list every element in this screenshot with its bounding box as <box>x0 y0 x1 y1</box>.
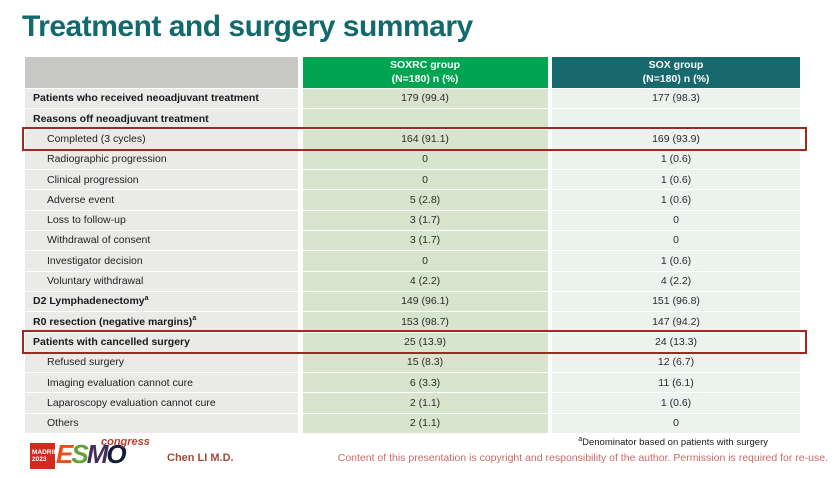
row-label: Investigator decision <box>25 251 298 271</box>
row-label: R0 resection (negative margins) a <box>25 312 298 332</box>
soxrc-value: 6 (3.3) <box>302 373 548 393</box>
soxrc-value: 0 <box>302 170 548 190</box>
copyright-notice: Content of this presentation is copyrigh… <box>337 452 828 464</box>
sox-value: 11 (6.1) <box>552 373 800 393</box>
table-row: R0 resection (negative margins) a 153 (98… <box>25 312 800 332</box>
row-label: Loss to follow-up <box>25 210 298 231</box>
row-label: Clinical progression <box>25 170 298 190</box>
table-row: Others 2 (1.1) 0 <box>25 413 800 434</box>
table-row: Completed (3 cycles) 164 (91.1) 169 (93.… <box>22 127 807 152</box>
esmo-letter-o: O <box>106 439 126 469</box>
table-row: Investigator decision 0 1 (0.6) <box>25 251 800 271</box>
sox-value: 1 (0.6) <box>552 190 800 210</box>
table-row: D2 Lymphadenectomy a 149 (96.1) 151 (96.8… <box>25 291 800 312</box>
sox-value: 4 (2.2) <box>552 271 800 291</box>
year-label: 2023 <box>32 456 47 463</box>
table-row: Radiographic progression 0 1 (0.6) <box>25 149 800 170</box>
sox-value: 169 (93.9) <box>552 129 800 149</box>
row-label: Imaging evaluation cannot cure <box>25 373 298 393</box>
sox-value: 1 (0.6) <box>552 393 800 413</box>
header-sox-sublabel: (N=180) n (%) <box>642 72 710 85</box>
sox-value: 151 (96.8) <box>552 291 800 312</box>
soxrc-value: 5 (2.8) <box>302 190 548 210</box>
table-row: Laparoscopy evaluation cannot cure 2 (1.… <box>25 393 800 413</box>
soxrc-value: 4 (2.2) <box>302 271 548 291</box>
soxrc-value: 15 (8.3) <box>302 352 548 373</box>
header-soxrc-label: SOXRC group <box>390 58 460 71</box>
treatment-summary-table: SOXRC group (N=180) n (%) SOX group (N=1… <box>22 57 807 434</box>
sox-value: 1 (0.6) <box>552 251 800 271</box>
soxrc-value: 0 <box>302 251 548 271</box>
header-soxrc-sublabel: (N=180) n (%) <box>391 72 459 85</box>
sox-value: 0 <box>552 413 800 434</box>
esmo-letter-s: S <box>71 439 88 469</box>
table-row: Clinical progression 0 1 (0.6) <box>25 170 800 190</box>
table-row: Refused surgery 15 (8.3) 12 (6.7) <box>25 352 800 373</box>
table-row: Voluntary withdrawal 4 (2.2) 4 (2.2) <box>25 271 800 291</box>
soxrc-value: 3 (1.7) <box>302 210 548 231</box>
soxrc-value: 179 (99.4) <box>302 89 548 109</box>
header-sox-group: SOX group (N=180) n (%) <box>552 57 800 88</box>
row-label: Patients who received neoadjuvant treatm… <box>25 89 298 109</box>
table-header-row: SOXRC group (N=180) n (%) SOX group (N=1… <box>25 57 800 88</box>
sox-value: 177 (98.3) <box>552 89 800 109</box>
soxrc-value: 149 (96.1) <box>302 291 548 312</box>
row-label: Withdrawal of consent <box>25 231 298 251</box>
row-label: Radiographic progression <box>25 149 298 170</box>
row-label: Completed (3 cycles) <box>25 129 298 149</box>
table-row: Patients who received neoadjuvant treatm… <box>25 89 800 109</box>
header-empty-cell <box>25 57 298 88</box>
row-label: Refused surgery <box>25 352 298 373</box>
table-footnote: aDenominator based on patients with surg… <box>578 436 768 448</box>
soxrc-value <box>302 109 548 129</box>
sox-value: 147 (94.2) <box>552 312 800 332</box>
sox-value: 1 (0.6) <box>552 149 800 170</box>
slide-title: Treatment and surgery summary <box>22 10 473 43</box>
row-label: Others <box>25 413 298 434</box>
soxrc-value: 25 (13.9) <box>302 332 548 352</box>
soxrc-value: 0 <box>302 149 548 170</box>
author-name: Chen LI M.D. <box>167 452 234 464</box>
sox-value: 0 <box>552 210 800 231</box>
header-soxrc-group: SOXRC group (N=180) n (%) <box>302 57 548 88</box>
sox-value: 1 (0.6) <box>552 170 800 190</box>
sox-value: 24 (13.3) <box>552 332 800 352</box>
table-row: Loss to follow-up 3 (1.7) 0 <box>25 210 800 231</box>
esmo-letter-e: E <box>56 439 73 469</box>
footnote-superscript: a <box>578 436 583 443</box>
table-row: Adverse event 5 (2.8) 1 (0.6) <box>25 190 800 210</box>
footnote-text: Denominator based on patients with surge… <box>582 437 768 449</box>
header-sox-label: SOX group <box>648 58 704 71</box>
row-label: Voluntary withdrawal <box>25 271 298 291</box>
sox-value: 12 (6.7) <box>552 352 800 373</box>
row-label: Reasons off neoadjuvant treatment <box>25 109 298 129</box>
esmo-logo: ESMO <box>56 439 127 469</box>
table-row: Imaging evaluation cannot cure 6 (3.3) 1… <box>25 373 800 393</box>
row-label: D2 Lymphadenectomy a <box>25 291 298 312</box>
soxrc-value: 153 (98.7) <box>302 312 548 332</box>
row-label: Laparoscopy evaluation cannot cure <box>25 393 298 413</box>
soxrc-value: 164 (91.1) <box>302 129 548 149</box>
soxrc-value: 2 (1.1) <box>302 413 548 434</box>
soxrc-value: 2 (1.1) <box>302 393 548 413</box>
row-label: Adverse event <box>25 190 298 210</box>
sox-value <box>552 109 800 129</box>
sox-value: 0 <box>552 231 800 251</box>
table-row: Patients with cancelled surgery 25 (13.9… <box>22 330 807 355</box>
soxrc-value: 3 (1.7) <box>302 231 548 251</box>
congress-label: congress <box>101 436 150 448</box>
table-row: Reasons off neoadjuvant treatment <box>25 109 800 129</box>
madrid-2023-badge: MADRID 2023 <box>30 443 58 469</box>
table-row: Withdrawal of consent 3 (1.7) 0 <box>25 231 800 251</box>
madrid-label: MADRID <box>32 448 58 456</box>
esmo-letter-m: M <box>86 439 109 469</box>
table-body: Patients who received neoadjuvant treatm… <box>22 89 807 434</box>
row-label: Patients with cancelled surgery <box>25 332 298 352</box>
